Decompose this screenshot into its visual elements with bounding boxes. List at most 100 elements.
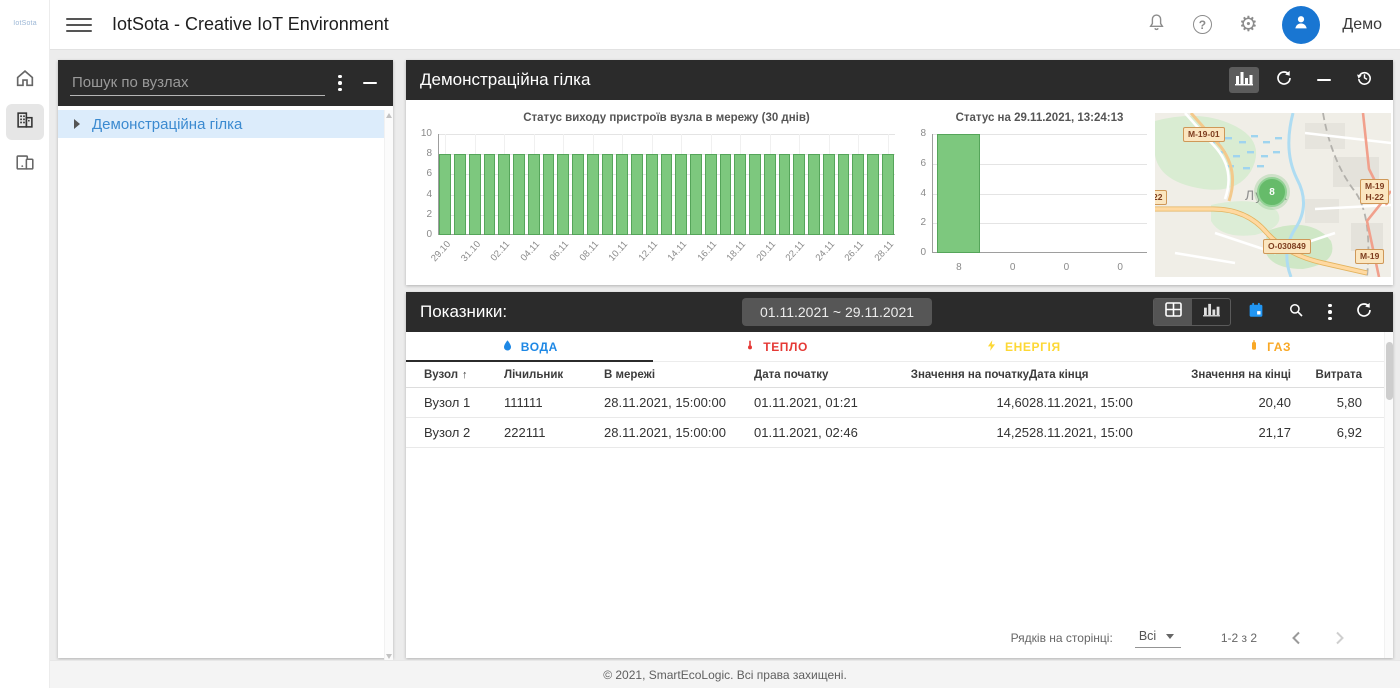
chart-bar xyxy=(749,154,761,235)
metrics-refresh-button[interactable] xyxy=(1349,299,1379,325)
chart-bar xyxy=(882,154,894,235)
user-name[interactable]: Демо xyxy=(1342,16,1382,34)
calendar-button[interactable] xyxy=(1241,299,1271,325)
tree-options-button[interactable] xyxy=(331,72,349,94)
col-header[interactable]: Значення на кінці xyxy=(1179,369,1291,381)
cell: 28.11.2021, 15:00:00 xyxy=(604,395,754,410)
cell: 111111 xyxy=(504,395,604,410)
settings-button[interactable]: ⚙ xyxy=(1236,13,1260,37)
chart-title: Статус на 29.11.2021, 13:24:13 xyxy=(932,112,1147,124)
metrics-scrollbar[interactable] xyxy=(1384,332,1393,658)
chevron-left-icon xyxy=(1291,631,1301,645)
table-view-button[interactable] xyxy=(1154,299,1192,325)
x-tick-label: 31.10 xyxy=(459,239,483,264)
map-view[interactable]: Луцьк M-19-01 22 M-19 H-22 O-030849 M-19… xyxy=(1155,113,1391,277)
uptime-bar-chart: Статус виходу пристроїв вузла в мережу (… xyxy=(412,100,900,285)
footer: © 2021, SmartEcoLogic. Всі права захищен… xyxy=(50,660,1400,688)
tab-water[interactable]: ВОДА xyxy=(406,332,653,361)
cell: 21,17 xyxy=(1179,425,1291,440)
user-avatar[interactable] xyxy=(1282,6,1320,44)
y-tick-label: 0 xyxy=(906,247,926,258)
menu-button[interactable] xyxy=(66,15,92,35)
nodes-button[interactable] xyxy=(6,104,44,140)
table-icon xyxy=(1165,302,1182,322)
chart-bar xyxy=(937,134,980,253)
next-page-button[interactable] xyxy=(1335,631,1345,645)
prev-page-button[interactable] xyxy=(1291,631,1301,645)
cell: 01.11.2021, 01:21 xyxy=(754,395,884,410)
home-button[interactable] xyxy=(6,62,44,98)
history-icon xyxy=(1355,68,1374,92)
road-badge: M-19 xyxy=(1355,249,1384,264)
metrics-options-button[interactable] xyxy=(1321,301,1339,323)
table-row[interactable]: Вузол 2 222111 28.11.2021, 15:00:00 01.1… xyxy=(406,418,1393,448)
scroll-thumb[interactable] xyxy=(1386,342,1393,400)
cell: Вузол 2 xyxy=(424,425,504,440)
col-header[interactable]: В мережі xyxy=(604,369,754,381)
metrics-panel-header: Показники: 01.11.2021 ~ 29.11.2021 xyxy=(406,292,1393,332)
brand-logo: IotSota xyxy=(0,20,50,27)
tree-item-demo-branch[interactable]: Демонстраційна гілка xyxy=(58,110,393,138)
col-header[interactable]: Дата кінця xyxy=(1029,369,1179,381)
expand-arrow-icon[interactable] xyxy=(74,119,80,129)
tab-heat[interactable]: ТЕПЛО xyxy=(653,332,900,361)
tab-energy[interactable]: ЕНЕРГІЯ xyxy=(900,332,1147,361)
node-panel-header: Демонстраційна гілка xyxy=(406,60,1393,100)
pagination: Рядків на сторінці: Всі 1-2 з 2 xyxy=(1011,627,1345,648)
chart-bar xyxy=(469,154,481,235)
tab-label: ВОДА xyxy=(521,340,558,354)
x-tick-label: 10.11 xyxy=(607,239,631,264)
col-header[interactable]: Дата початку xyxy=(754,369,884,381)
col-header[interactable]: Витрата xyxy=(1291,369,1362,381)
refresh-button[interactable] xyxy=(1269,67,1299,93)
y-tick-label: 2 xyxy=(412,209,432,220)
notifications-button[interactable] xyxy=(1144,13,1168,37)
search-button[interactable] xyxy=(1281,299,1311,325)
y-tick-label: 0 xyxy=(412,229,432,240)
search-input[interactable] xyxy=(70,70,325,96)
rows-per-page-value: Всі xyxy=(1139,629,1156,643)
map-marker[interactable]: 8 xyxy=(1257,177,1287,207)
cell: 14,25 xyxy=(884,425,1029,440)
minimize-button[interactable] xyxy=(1309,67,1339,93)
node-panel-title: Демонстраційна гілка xyxy=(420,70,590,90)
x-tick-label: 26.11 xyxy=(843,239,867,264)
calendar-icon xyxy=(1247,301,1265,324)
cell: 20,40 xyxy=(1179,395,1291,410)
chart-view-button[interactable] xyxy=(1229,67,1259,93)
tree-item-label: Демонстраційна гілка xyxy=(92,116,242,133)
y-tick-label: 8 xyxy=(906,128,926,139)
bell-icon xyxy=(1146,12,1167,38)
col-header[interactable]: Значення на початку xyxy=(884,369,1029,381)
tab-gas[interactable]: ГАЗ xyxy=(1146,332,1393,361)
bar-chart-icon xyxy=(1203,302,1220,322)
gas-cylinder-icon xyxy=(1248,337,1260,356)
metrics-body: ВОДА ТЕПЛО ЕНЕРГІЯ ГАЗ xyxy=(406,332,1393,658)
table-row[interactable]: Вузол 1 111111 28.11.2021, 15:00:00 01.1… xyxy=(406,388,1393,418)
tree-scrollbar[interactable] xyxy=(384,110,393,662)
tab-label: ЕНЕРГІЯ xyxy=(1005,340,1061,354)
road-badge: M-19-01 xyxy=(1183,127,1225,142)
node-tree-panel: Демонстраційна гілка xyxy=(58,60,393,658)
col-header[interactable]: Вузол↑ xyxy=(424,369,504,381)
devices-button[interactable] xyxy=(6,146,44,182)
rows-per-page-select[interactable]: Всі xyxy=(1135,627,1181,648)
view-toggle xyxy=(1153,298,1231,326)
tree-collapse-button[interactable] xyxy=(355,70,385,96)
metrics-title: Показники: xyxy=(420,302,507,322)
history-button[interactable] xyxy=(1349,67,1379,93)
chart-bar xyxy=(808,154,820,235)
chart-bar xyxy=(616,154,628,235)
tab-label: ГАЗ xyxy=(1267,340,1291,354)
help-button[interactable]: ? xyxy=(1190,13,1214,37)
col-header[interactable]: Лічильник xyxy=(504,369,604,381)
chart-view-button[interactable] xyxy=(1192,299,1230,325)
chart-bar xyxy=(513,154,525,235)
chart-bar xyxy=(838,154,850,235)
x-tick-label: 08.11 xyxy=(577,239,601,264)
scroll-up-icon xyxy=(386,113,392,118)
x-tick-label: 28.11 xyxy=(872,239,896,264)
date-range-button[interactable]: 01.11.2021 ~ 29.11.2021 xyxy=(742,298,932,326)
scroll-down-icon xyxy=(386,654,392,659)
x-tick-label: 20.11 xyxy=(754,239,778,264)
